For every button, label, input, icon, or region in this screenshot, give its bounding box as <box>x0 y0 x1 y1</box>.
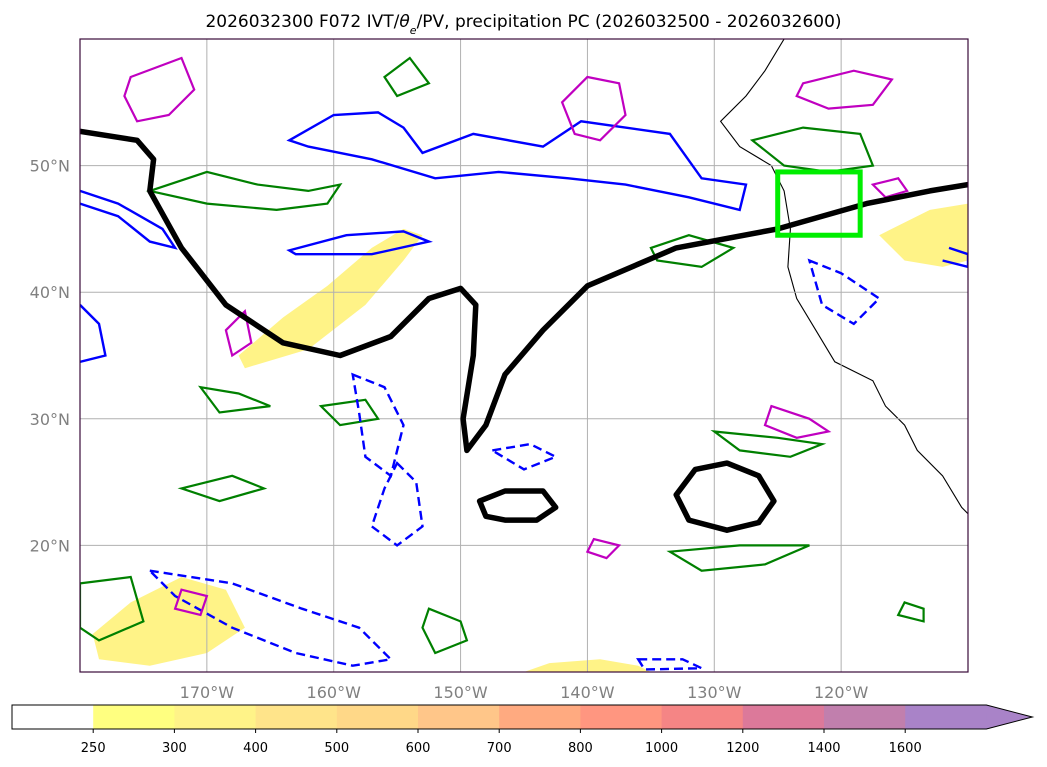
theta-e-contour-layer <box>80 111 968 671</box>
green-west-low <box>177 474 268 503</box>
colorbar-tick-label: 250 <box>81 741 106 756</box>
green-east-coast <box>710 430 827 458</box>
map-frame <box>79 38 969 673</box>
colorbar-segment <box>12 705 94 729</box>
precip-contour-layer <box>80 56 925 655</box>
colorbar-tick-label: 1600 <box>889 741 922 756</box>
green-north-mid <box>383 56 431 98</box>
blue-northwest <box>80 189 178 250</box>
colorbar-segment <box>661 705 744 729</box>
x-tick-labels: 170°W 160°W 150°W 140°W 130°W 120°W <box>180 683 869 702</box>
y-tick-label: 50°N <box>30 157 70 176</box>
pv-contour-layer <box>123 56 909 617</box>
colorbar-tick-label: 300 <box>162 741 187 756</box>
magenta-southwest <box>173 588 209 617</box>
colorbar-tick-label: 1000 <box>645 741 678 756</box>
green-east-small <box>896 601 925 623</box>
pv-main-contour <box>80 128 968 454</box>
blue-dashed-coast <box>807 258 882 326</box>
blue-dashed-central-b <box>370 461 424 547</box>
chart-title-prefix: 2026032300 F072 IVT/ <box>205 12 399 32</box>
magenta-northeast <box>795 69 894 110</box>
green-west-wide <box>145 170 343 212</box>
colorbar-tick-label: 800 <box>568 741 593 756</box>
y-tick-label: 40°N <box>30 283 70 302</box>
colorbar-segment <box>580 705 663 729</box>
colorbar-tick-label: 1400 <box>807 741 840 756</box>
x-tick-label: 120°W <box>814 683 869 702</box>
chart-title-theta-sub: e <box>410 24 417 37</box>
pv-small-loop <box>476 488 559 523</box>
blue-west-elongated <box>286 230 433 256</box>
x-tick-label: 160°W <box>307 683 362 702</box>
colorbar-tick-label: 1200 <box>726 741 759 756</box>
blue-west-edge <box>80 304 107 363</box>
gridline-layer <box>80 39 968 672</box>
magenta-south-mid <box>585 537 622 560</box>
magenta-east-mid <box>763 404 832 439</box>
y-tick-label: 20°N <box>30 536 70 555</box>
ivt-plume-central <box>238 228 423 369</box>
coastline-layer <box>719 39 968 515</box>
colorbar-segment <box>174 705 257 729</box>
x-tick-label: 150°W <box>433 683 488 702</box>
target-box <box>775 169 863 238</box>
map-panel <box>80 39 968 672</box>
magenta-east-small <box>870 177 909 199</box>
chart-title-theta: θ <box>399 12 410 32</box>
magenta-north-central <box>560 75 627 142</box>
magenta-west-mid <box>224 308 253 358</box>
x-tick-label: 170°W <box>180 683 235 702</box>
colorbar-tick-label: 600 <box>406 741 431 756</box>
colorbar-segment <box>255 705 338 729</box>
colorbar-segment <box>499 705 581 729</box>
y-tick-labels: 20°N 30°N 40°N 50°N <box>30 157 70 556</box>
blue-dashed-southeast <box>636 658 703 671</box>
chart-title-suffix: /PV, precipitation PC (2026032500 - 2026… <box>417 12 842 32</box>
colorbar-segment <box>905 705 987 729</box>
target-box-layer <box>775 169 863 238</box>
pv-east-loop <box>673 460 777 533</box>
green-mid-west <box>197 385 271 414</box>
magenta-northwest <box>123 56 196 123</box>
chart-title: 2026032300 F072 IVT/θe/PV, precipitation… <box>205 12 841 37</box>
green-mid-central <box>318 398 380 427</box>
pv-line-layer <box>80 128 968 533</box>
colorbar-tick-labels: 250 300 400 500 600 700 800 1000 1200 1400 1600 <box>81 729 922 756</box>
x-tick-label: 130°W <box>687 683 742 702</box>
ivt-northeast-blob <box>879 203 968 267</box>
green-south-east <box>666 544 810 572</box>
colorbar-segment <box>742 705 825 729</box>
blue-dashed-mid <box>488 442 559 471</box>
green-northeast <box>749 126 875 174</box>
blue-central-north <box>286 111 748 212</box>
green-southwest <box>80 575 145 642</box>
blue-east-coast <box>942 246 968 269</box>
colorbar-outline <box>11 704 1035 730</box>
colorbar-segment <box>336 705 419 729</box>
colorbar-tick-label: 500 <box>324 741 349 756</box>
blue-dashed-southwest <box>146 568 394 667</box>
colorbar-tick-label: 400 <box>243 741 268 756</box>
colorbar-extend-arrow <box>986 705 1033 729</box>
colorbar <box>11 704 1035 730</box>
colorbar-segment <box>824 705 906 729</box>
y-tick-label: 30°N <box>30 410 70 429</box>
colorbar-segment <box>93 705 175 729</box>
green-south-central <box>421 607 469 655</box>
colorbar-segment <box>418 705 500 729</box>
coastline <box>719 39 968 515</box>
colorbar-tick-label: 700 <box>487 741 512 756</box>
x-tick-label: 140°W <box>560 683 615 702</box>
